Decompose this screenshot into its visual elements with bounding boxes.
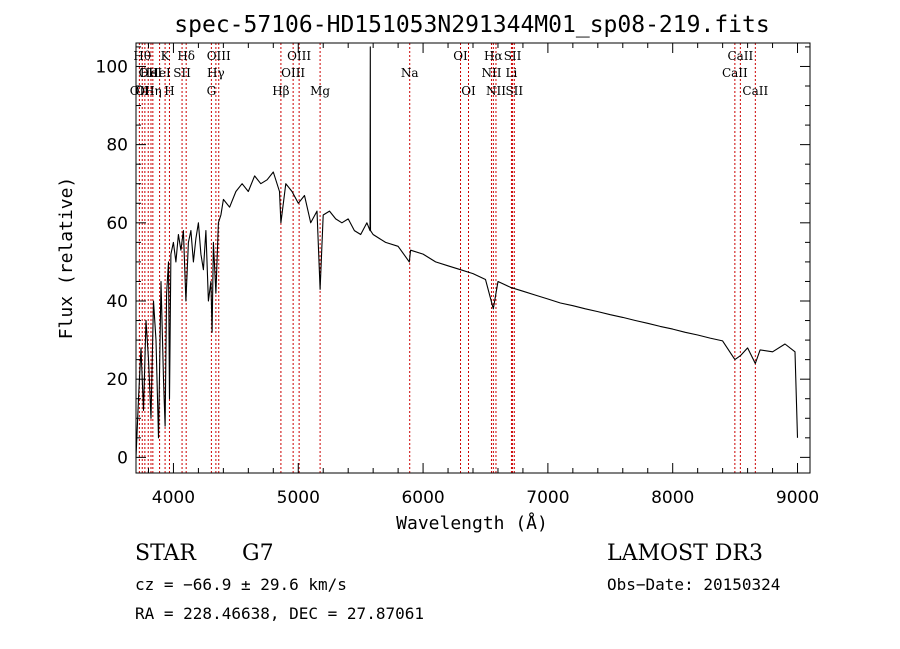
reference-lines bbox=[138, 43, 756, 473]
reference-line-label-6: HeI bbox=[148, 66, 171, 80]
x-axis-label: Wavelength (Å) bbox=[396, 512, 548, 534]
reference-line-label-15: OIII bbox=[281, 66, 305, 80]
coordinates: RA = 228.46638, DEC = 27.87061 bbox=[135, 604, 424, 623]
y-tick-label-0: 0 bbox=[117, 448, 128, 468]
y-tick-label-3: 60 bbox=[106, 214, 128, 234]
reference-line-label-5: Hη bbox=[144, 84, 162, 98]
reference-line-label-14: Hβ bbox=[272, 84, 289, 98]
x-axis-ticks: 4000 5000 6000 7000 8000 9000 bbox=[147, 43, 819, 508]
survey-name: LAMOST DR3 bbox=[607, 541, 763, 566]
y-tick-label-2: 40 bbox=[106, 292, 128, 312]
reference-line-label-12: Hγ bbox=[207, 66, 225, 80]
spectrum-series bbox=[135, 46, 799, 458]
observation-date: Obs−Date: 20150324 bbox=[607, 575, 780, 594]
y-axis-ticks: 0 20 40 60 80 100 bbox=[96, 46, 810, 468]
reference-line-label-28: CaII bbox=[727, 49, 753, 63]
reference-line-label-9: SII bbox=[173, 66, 191, 80]
reference-line-label-29: CaII bbox=[742, 84, 768, 98]
reference-line-label-7: K bbox=[161, 49, 171, 63]
reference-line-label-10: Hδ bbox=[177, 49, 195, 63]
chart-title: spec-57106-HD151053N291344M01_sp08-219.f… bbox=[174, 12, 769, 38]
reference-line-label-11: G bbox=[207, 84, 217, 98]
reference-line-label-23: NII bbox=[486, 84, 506, 98]
y-tick-label-4: 80 bbox=[106, 136, 128, 156]
reference-line-label-21: NII bbox=[481, 66, 501, 80]
y-axis-label: Flux (relative) bbox=[56, 177, 77, 340]
reference-line-label-1: Hθ bbox=[133, 49, 151, 63]
x-tick-label-0: 4000 bbox=[152, 488, 195, 508]
object-subclass: G7 bbox=[242, 541, 274, 566]
reference-line-label-19: OI bbox=[453, 49, 468, 63]
reference-line-label-20: OI bbox=[461, 84, 476, 98]
reference-line-label-17: Mg bbox=[310, 84, 330, 98]
x-tick-label-4: 8000 bbox=[651, 488, 694, 508]
y-tick-label-1: 20 bbox=[106, 370, 128, 390]
reference-line-label-2: OII bbox=[135, 84, 155, 98]
reference-line-label-27: CaII bbox=[722, 66, 748, 80]
reference-line-label-13: OIII bbox=[207, 49, 231, 63]
x-tick-label-3: 7000 bbox=[526, 488, 569, 508]
reference-line-label-26: SII bbox=[505, 84, 523, 98]
reference-line-label-18: Na bbox=[401, 66, 419, 80]
reference-line-label-3: OII bbox=[139, 66, 159, 80]
reference-line-label-24: Li bbox=[506, 66, 518, 80]
reference-line-label-4: HeI bbox=[140, 66, 163, 80]
reference-line-label-22: Hα bbox=[484, 49, 503, 63]
redshift-value: cz = −66.9 ± 29.6 km/s bbox=[135, 575, 347, 594]
x-tick-label-5: 9000 bbox=[776, 488, 819, 508]
reference-line-label-16: OIII bbox=[287, 49, 311, 63]
x-tick-label-2: 6000 bbox=[401, 488, 444, 508]
plot-frame bbox=[135, 42, 811, 474]
reference-line-label-8: H bbox=[164, 84, 174, 98]
series-line-flux bbox=[135, 46, 799, 458]
x-tick-label-1: 5000 bbox=[277, 488, 320, 508]
y-tick-label-5: 100 bbox=[96, 57, 128, 77]
object-class: STAR bbox=[135, 541, 197, 566]
reference-line-label-0: OII bbox=[130, 84, 150, 98]
reference-line-label-25: SII bbox=[504, 49, 522, 63]
reference-line-labels: OIIHθOIIOIIHeIHηHeIKHSIIHδGHγOIIIHβOIIIO… bbox=[130, 49, 769, 98]
